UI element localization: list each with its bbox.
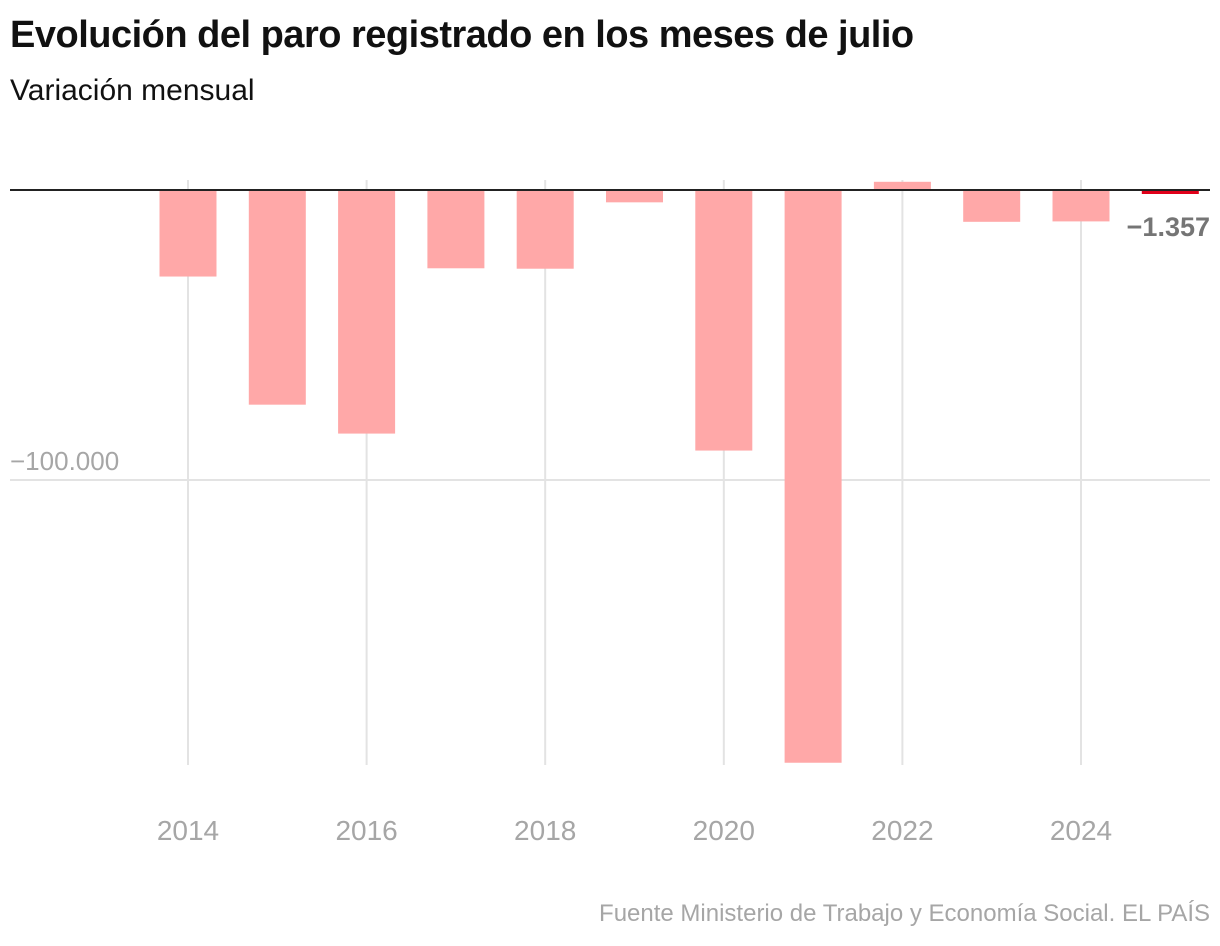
x-tick-label: 2020 bbox=[693, 815, 755, 846]
gridlines bbox=[10, 180, 1210, 765]
bar-2025 bbox=[1141, 190, 1199, 194]
x-tick-label: 2014 bbox=[157, 815, 219, 846]
bars bbox=[159, 181, 1199, 763]
bar-2023 bbox=[963, 190, 1021, 222]
bar-2020 bbox=[695, 190, 753, 451]
chart-subtitle: Variación mensual bbox=[10, 74, 255, 107]
x-tick-label: 2022 bbox=[871, 815, 933, 846]
bar-2016 bbox=[338, 190, 396, 434]
x-tick-label: 2018 bbox=[514, 815, 576, 846]
bar-2022 bbox=[873, 181, 931, 190]
bar-chart: −100.000 2014 2016 2018 2020 2022 2024 −1.357 bbox=[10, 180, 1210, 846]
highlight-value-label: −1.357 bbox=[1127, 212, 1210, 242]
bar-2024 bbox=[1052, 190, 1110, 222]
bar-2019 bbox=[606, 190, 663, 203]
y-tick-label: −100.000 bbox=[10, 446, 119, 476]
bar-2021 bbox=[784, 190, 842, 763]
labels: −100.000 2014 2016 2018 2020 2022 2024 −1.357 bbox=[10, 212, 1210, 846]
x-tick-label: 2016 bbox=[335, 815, 397, 846]
bar-2014 bbox=[159, 190, 217, 277]
x-tick-label: 2024 bbox=[1050, 815, 1112, 846]
bar-2018 bbox=[516, 190, 574, 269]
source-note: Fuente Ministerio de Trabajo y Economía … bbox=[599, 900, 1210, 927]
chart-title: Evolución del paro registrado en los mes… bbox=[10, 14, 914, 56]
bar-2017 bbox=[427, 190, 485, 269]
bar-2015 bbox=[248, 190, 306, 405]
